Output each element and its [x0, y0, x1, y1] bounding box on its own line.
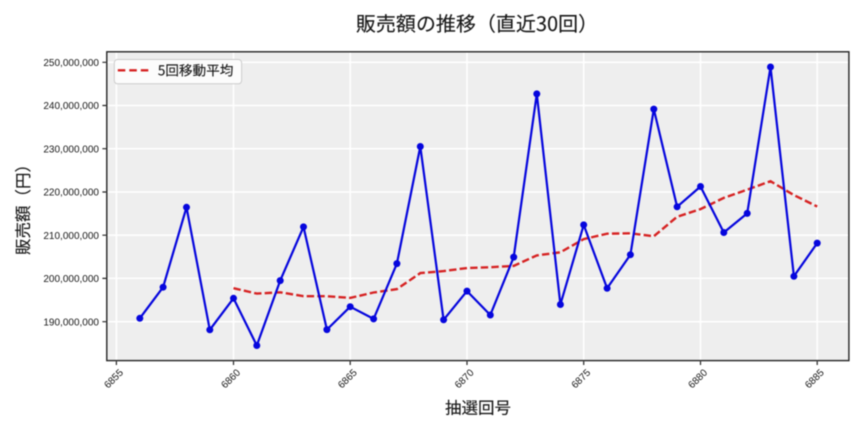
- svg-text:200,000,000: 200,000,000: [43, 274, 99, 285]
- svg-text:210,000,000: 210,000,000: [43, 231, 99, 242]
- svg-text:220,000,000: 220,000,000: [43, 188, 99, 199]
- svg-text:240,000,000: 240,000,000: [43, 101, 99, 112]
- svg-text:190,000,000: 190,000,000: [43, 317, 99, 328]
- svg-text:250,000,000: 250,000,000: [43, 58, 99, 69]
- svg-text:230,000,000: 230,000,000: [43, 144, 99, 155]
